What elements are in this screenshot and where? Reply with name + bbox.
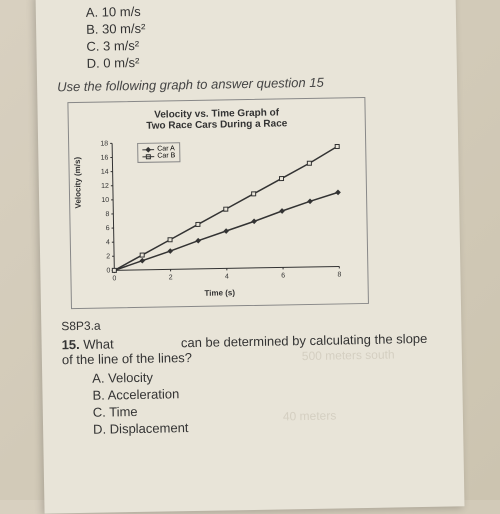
question-15: 15. What can be determined by calculatin…: [61, 331, 441, 368]
svg-text:2: 2: [106, 253, 110, 260]
chart-title: Velocity vs. Time Graph of Two Race Cars…: [77, 106, 357, 133]
blank-space: [117, 347, 177, 348]
standard-code: S8P3.a: [61, 313, 441, 334]
svg-text:6: 6: [281, 272, 285, 279]
diamond-marker-icon: [142, 146, 154, 152]
graph-instruction: Use the following graph to answer questi…: [57, 73, 437, 95]
svg-text:6: 6: [106, 225, 110, 232]
svg-text:2: 2: [169, 274, 173, 281]
question-number: 15.: [61, 337, 79, 352]
legend-label-b: Car B: [157, 152, 175, 159]
chart-plot-area: Velocity (m/s) 02468101214161802468 Car …: [87, 134, 350, 289]
velocity-time-chart: Velocity vs. Time Graph of Two Race Cars…: [67, 97, 369, 309]
svg-text:4: 4: [225, 273, 229, 280]
chart-title-line2: Two Race Cars During a Race: [146, 118, 287, 131]
svg-text:0: 0: [112, 275, 116, 282]
chart-svg: 0 2 4 6 8 10 12 14 16 18 0 2 4 6 8: [87, 134, 350, 289]
svg-text:12: 12: [101, 183, 109, 190]
svg-text:16: 16: [101, 155, 109, 162]
svg-text:10: 10: [101, 197, 109, 204]
svg-text:4: 4: [106, 239, 110, 246]
svg-text:8: 8: [337, 271, 341, 278]
worksheet-page: A. 10 m/s B. 30 m/s² C. 3 m/s² D. 0 m/s²…: [35, 0, 464, 514]
y-axis-label: Velocity (m/s): [73, 157, 83, 209]
chart-legend: Car A Car B: [137, 142, 180, 163]
question-text-before: What: [83, 336, 114, 352]
svg-text:18: 18: [100, 140, 108, 147]
square-marker-icon: [142, 153, 154, 159]
question-text-after: can be determined by calculating the slo…: [62, 331, 428, 367]
legend-car-b: Car B: [142, 152, 175, 160]
svg-text:14: 14: [101, 169, 109, 176]
svg-text:8: 8: [105, 211, 109, 218]
svg-text:0: 0: [106, 267, 110, 274]
